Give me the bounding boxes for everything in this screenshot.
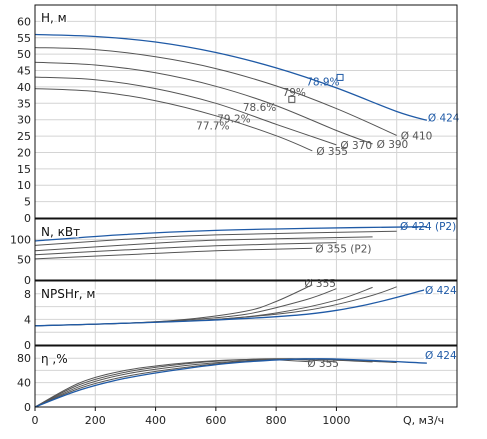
- y-tick-label: 35: [17, 97, 31, 110]
- series-line-370: [34, 242, 337, 256]
- panel-axis-title: η ,%: [41, 352, 68, 366]
- best-efficiency-marker: [336, 73, 344, 81]
- efficiency-label: 78.9%: [306, 76, 339, 88]
- y-tick-label: 60: [17, 15, 31, 28]
- series-line-410: [34, 47, 397, 136]
- series-label-370: Ø 370: [340, 140, 372, 152]
- y-tick-label: 15: [17, 163, 31, 176]
- efficiency-label: 79.2%: [217, 113, 250, 125]
- panel-frame: [34, 345, 458, 408]
- series-label-355: Ø 355: [304, 278, 336, 290]
- panel-axis-title: H, м: [41, 11, 67, 25]
- series-line-390: [34, 236, 373, 252]
- y-tick-label: 45: [17, 65, 31, 78]
- x-axis-title: Q, м3/ч: [403, 414, 444, 427]
- efficiency-label: 78.6%: [243, 102, 276, 114]
- x-tick-label: 0: [32, 414, 39, 427]
- series-label-424-p2: Ø 424 (P2): [400, 221, 456, 233]
- y-tick-label: 5: [24, 196, 31, 209]
- series-line-355-p2: [34, 247, 313, 260]
- series-line-424: [34, 358, 427, 408]
- panel-axis-title: N, кВт: [41, 225, 80, 239]
- series-label-424: Ø 424: [428, 112, 460, 124]
- y-tick-label: 25: [17, 130, 31, 143]
- y-tick-label: 30: [17, 114, 31, 127]
- efficiency-label: 77.7%: [196, 121, 229, 133]
- y-tick-label: 55: [17, 32, 31, 45]
- panel-frame: [34, 218, 458, 281]
- y-tick-label: 0: [24, 274, 31, 287]
- y-tick-label: 100: [10, 233, 31, 246]
- panel-frame: [34, 4, 458, 219]
- series-line-390: [34, 61, 373, 145]
- y-tick-label: 40: [17, 377, 31, 390]
- y-tick-label: 0: [24, 339, 31, 352]
- series-label-410: Ø 410: [401, 130, 433, 142]
- y-tick-label: 40: [17, 81, 31, 94]
- x-tick-label: 200: [85, 414, 106, 427]
- y-tick-label: 0: [24, 212, 31, 225]
- x-tick-label: 800: [266, 414, 287, 427]
- series-label-390: Ø 390: [377, 139, 409, 151]
- x-tick-label: 400: [145, 414, 166, 427]
- series-line-370: [34, 76, 337, 146]
- series-label-355: Ø 355: [316, 146, 348, 158]
- series-line-355: [34, 88, 313, 152]
- y-tick-label: 10: [17, 179, 31, 192]
- y-tick-label: 20: [17, 146, 31, 159]
- y-tick-label: 0: [24, 401, 31, 414]
- series-label-424: Ø 424: [425, 285, 457, 297]
- series-line-410: [34, 230, 397, 246]
- y-tick-label: 4: [24, 313, 31, 326]
- series-label-355-p2: Ø 355 (P2): [315, 243, 371, 255]
- series-line-424: [34, 288, 428, 327]
- panel-axis-title: NPSHr, м: [41, 287, 95, 301]
- x-tick-label: 1000: [322, 414, 350, 427]
- panel-frame: [34, 280, 458, 346]
- y-tick-label: 8: [24, 288, 31, 301]
- x-tick-label: 600: [205, 414, 226, 427]
- panel-2: 0 4 8 Ø 355 Ø 424 NPSHr, м: [24, 278, 458, 352]
- y-tick-label: 50: [17, 254, 31, 267]
- panel-1: 0 50 100 Ø 355 (P2) Ø 424 (P2) N, кВт: [10, 218, 458, 287]
- y-tick-label: 80: [17, 352, 31, 365]
- series-line-424-p2: [34, 226, 427, 242]
- best-efficiency-marker: [288, 95, 296, 103]
- y-tick-label: 50: [17, 48, 31, 61]
- series-line-424: [34, 33, 428, 121]
- series-label-424: Ø 424: [425, 350, 457, 362]
